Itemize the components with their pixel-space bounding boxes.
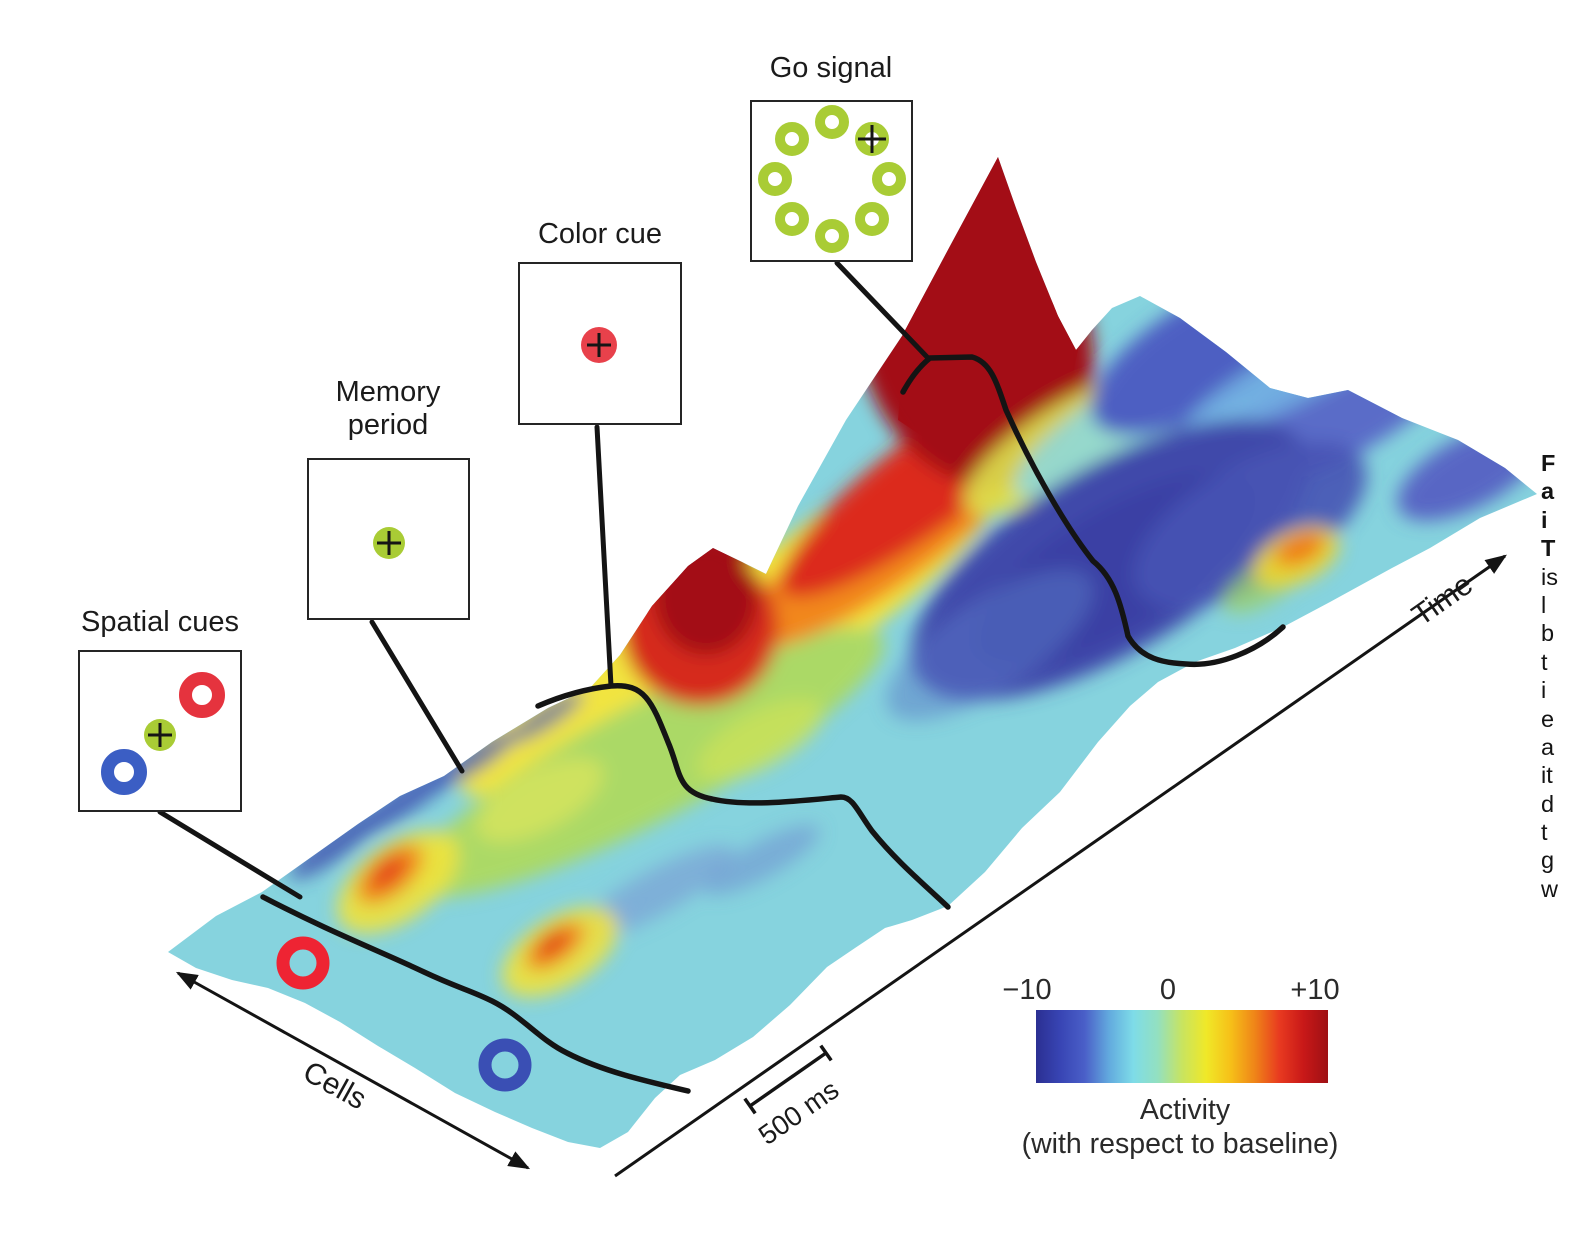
colorbar-title: Activity: [1139, 1094, 1231, 1126]
green-ring-icon: [815, 105, 849, 139]
go-signal-trace: [900, 354, 1286, 668]
caption-fragment: l: [1541, 591, 1547, 618]
go-signal-label: Go signal: [769, 52, 893, 84]
colorbar-max-tick: +10: [1290, 974, 1340, 1006]
memory-period-panel: [307, 458, 470, 620]
color-cue-label: Color cue: [537, 218, 663, 250]
caption-fragment: w: [1541, 875, 1558, 902]
red-ring-icon: [179, 672, 225, 718]
memory-period-connector: [369, 619, 465, 774]
spatial-cues-panel: [78, 650, 242, 812]
color-cue-connector: [594, 424, 614, 689]
caption-fragment: is: [1541, 563, 1558, 590]
caption-fragment: t: [1541, 648, 1548, 675]
caption-fragment: t: [1541, 819, 1548, 846]
time-axis-label: Time: [1406, 568, 1479, 633]
time-axis-arrow: [614, 554, 1507, 1178]
spatial-cues-label: Spatial cues: [81, 606, 239, 638]
scale-bar: [743, 1044, 833, 1115]
caption-fragment: i: [1541, 677, 1547, 704]
go-signal-panel: [750, 100, 913, 262]
caption-fragment: i: [1541, 506, 1548, 533]
green-ring-icon: [815, 219, 849, 253]
cells-axis-arrow: [175, 971, 531, 1170]
caption-fragment: a: [1541, 478, 1555, 505]
caption-fragment: F: [1541, 450, 1556, 476]
green-ring-icon: [872, 162, 906, 196]
green-ring-icon: [775, 202, 809, 236]
go-signal-connector: [834, 260, 931, 361]
caption-fragment: e: [1541, 705, 1555, 732]
green-ring-icon: [758, 162, 792, 196]
colorbar-min-tick: −10: [1002, 974, 1052, 1006]
fixation-cross-icon: [587, 333, 611, 357]
colorbar-gradient: [1036, 1010, 1328, 1083]
fixation-cross-icon: [148, 723, 172, 747]
caption-fragment: g: [1541, 847, 1555, 874]
fixation-cross-icon: [377, 531, 401, 555]
fixation-cross-icon: [858, 125, 886, 153]
caption-fragment: b: [1541, 620, 1555, 647]
spatial-cues-connector: [157, 809, 303, 900]
colorbar-zero-tick: 0: [1159, 974, 1177, 1006]
cells-axis-label: Cells: [297, 1055, 371, 1116]
color-cue-panel: [518, 262, 682, 425]
scale-bar-label: 500 ms: [753, 1074, 845, 1151]
green-ring-icon: [855, 202, 889, 236]
caption-fragment: T: [1541, 535, 1556, 562]
colorbar-subtitle: (with respect to baseline): [1021, 1128, 1339, 1160]
caption-fragment: it: [1541, 762, 1553, 789]
caption-fragment: d: [1541, 790, 1555, 817]
caption-fragment: a: [1541, 733, 1555, 760]
green-ring-icon: [775, 122, 809, 156]
blue-ring-icon: [101, 749, 147, 795]
memory-period-label: Memory period: [335, 376, 441, 441]
